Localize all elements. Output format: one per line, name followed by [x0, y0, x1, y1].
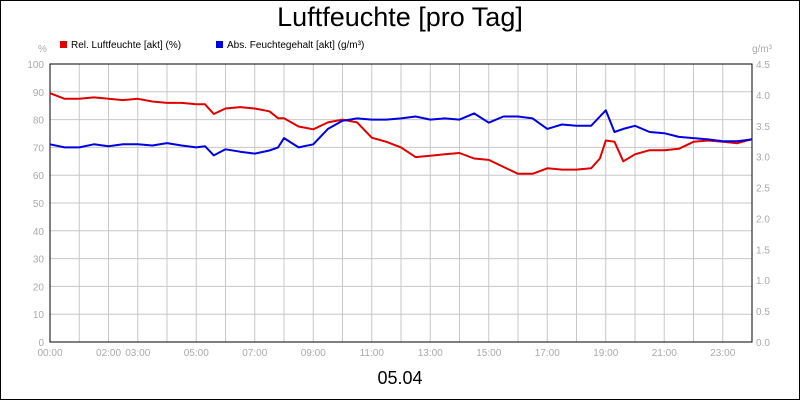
y-right-tick-label: 2.5 — [756, 184, 770, 195]
y-right-tick-label: 3.5 — [756, 122, 770, 133]
date-label: 05.04 — [377, 368, 423, 388]
y-left-tick-label: 100 — [27, 60, 44, 71]
y-left-tick-label: 70 — [33, 143, 45, 154]
y-right-tick-label: 2.0 — [756, 214, 770, 225]
y-right-tick-label: 3.0 — [756, 153, 770, 164]
plot-border — [49, 63, 753, 343]
y-left-tick-label: 20 — [33, 282, 45, 293]
x-tick-label: 19:00 — [593, 348, 618, 359]
y-left-tick-label: 90 — [33, 88, 45, 99]
y-left-tick-label: 10 — [33, 310, 45, 321]
y-right-tick-label: 1.0 — [756, 276, 770, 287]
y-right-tick-label: 4.0 — [756, 91, 770, 102]
x-tick-label: 07:00 — [242, 348, 267, 359]
y-right-tick-label: 0.5 — [756, 307, 770, 318]
series-line — [49, 109, 753, 157]
chart-legend: Rel. Luftfeuchte [akt] (%) Abs. Feuchtege… — [60, 40, 364, 51]
y-left-tick-label: 50 — [33, 199, 45, 210]
y-left-tick-label: 60 — [33, 171, 45, 182]
x-tick-label: 02:00 — [96, 348, 121, 359]
y-left-tick-label: 0 — [38, 338, 44, 349]
x-tick-label: 17:00 — [535, 348, 560, 359]
y-left-tick-label: 40 — [33, 227, 45, 238]
y-right-tick-label: 0.0 — [756, 338, 770, 349]
y-right-tick-label: 1.5 — [756, 245, 770, 256]
x-tick-label: 21:00 — [652, 348, 677, 359]
x-tick-label: 15:00 — [476, 348, 501, 359]
chart-grid — [50, 64, 752, 342]
x-tick-label: 05:00 — [184, 348, 209, 359]
chart-axes: 0 10 20 30 40 50 60 70 80 90 100 0.0 0.5 1.0 1.5 2.0 2.5… — [27, 44, 772, 359]
y-right-tick-label: 4.5 — [756, 60, 770, 71]
legend-swatch — [216, 41, 223, 48]
x-tick-label: 23:00 — [710, 348, 735, 359]
legend-label: Rel. Luftfeuchte [akt] (%) — [71, 40, 181, 51]
chart-title: Luftfeuchte [pro Tag] — [277, 2, 523, 32]
legend-label: Abs. Feuchtegehalt [akt] (g/m³) — [227, 40, 364, 51]
x-tick-label: 00:00 — [37, 348, 62, 359]
y-right-unit-label: g/m³ — [752, 44, 773, 55]
y-left-tick-label: 30 — [33, 255, 45, 266]
series-line — [49, 92, 753, 175]
legend-swatch — [60, 41, 67, 48]
y-left-tick-label: 80 — [33, 116, 45, 127]
x-tick-label: 11:00 — [360, 348, 385, 359]
x-tick-label: 09:00 — [301, 348, 326, 359]
x-tick-label: 13:00 — [418, 348, 443, 359]
chart-series — [49, 92, 753, 175]
y-left-unit-label: % — [38, 44, 47, 55]
x-tick-label: 03:00 — [125, 348, 150, 359]
